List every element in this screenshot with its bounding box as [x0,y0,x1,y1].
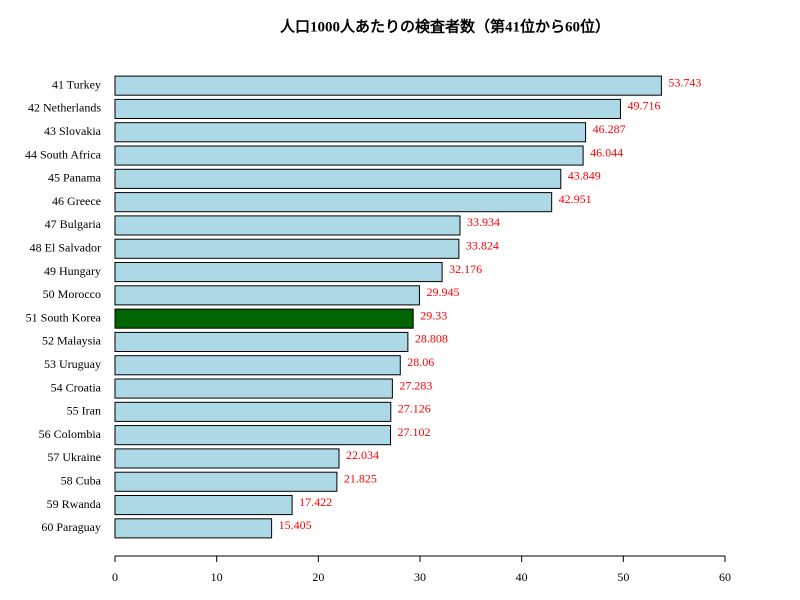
value-label: 33.824 [466,239,499,253]
bar [114,425,392,446]
bar [114,518,273,539]
y-tick-label: 57 Ukraine [47,450,101,464]
value-label: 27.283 [399,378,432,392]
y-tick-label: 42 Netherlands [28,101,101,115]
value-label: 28.06 [407,355,434,369]
chart-title: 人口1000人あたりの検査者数（第41位から60位） [280,17,610,35]
y-tick-label: 51 South Korea [26,310,102,324]
bar [114,401,392,422]
y-tick-label: 44 South Africa [25,147,102,161]
value-label: 27.102 [398,425,431,439]
bar [114,261,443,283]
x-tick-label: 50 [617,570,629,584]
bar [114,122,587,143]
x-tick-label: 30 [414,570,426,584]
value-label: 27.126 [398,402,431,416]
bar [114,75,662,96]
y-tick-label: 52 Malaysia [42,334,102,348]
x-tick-label: 60 [719,570,731,584]
y-tick-label: 48 El Salvador [30,241,101,255]
bar [114,448,340,469]
y-tick-label: 47 Bulgaria [45,217,102,231]
y-tick-label: 60 Paraguay [41,520,101,534]
value-label: 42.951 [559,192,592,206]
bar [114,331,409,353]
value-label: 46.287 [593,122,626,136]
value-label: 43.849 [568,169,601,183]
y-tick-label: 43 Slovakia [44,124,102,138]
y-tick-label: 50 Morocco [43,287,101,301]
bar [114,215,461,236]
y-tick-label: 53 Uruguay [44,357,101,371]
y-tick-label: 58 Cuba [61,474,102,488]
bar [114,238,460,259]
y-tick-label: 55 Iran [67,404,101,418]
bar [114,494,293,516]
value-label: 29.945 [426,285,459,299]
y-tick-label: 46 Greece [52,194,101,208]
bar [114,308,414,329]
bar [114,192,553,213]
bar [114,378,393,399]
bar [114,355,401,376]
y-tick-label: 54 Croatia [51,380,102,394]
bar [114,145,584,166]
bar [114,471,338,492]
x-tick-label: 20 [312,570,324,584]
y-tick-label: 49 Hungary [44,264,101,278]
value-label: 21.825 [344,472,377,486]
value-label: 49.716 [627,99,660,113]
y-tick-label: 59 Rwanda [47,497,102,511]
bar [114,285,420,306]
bar [114,98,621,120]
value-label: 32.176 [449,262,482,276]
y-tick-label: 41 Turkey [52,77,101,91]
x-tick-label: 0 [112,570,118,584]
value-label: 29.33 [420,308,447,322]
value-label: 22.034 [346,448,379,462]
y-tick-label: 45 Panama [48,171,102,185]
value-label: 15.405 [279,518,312,532]
value-label: 46.044 [590,145,623,159]
value-label: 33.934 [467,215,500,229]
y-tick-label: 56 Colombia [39,427,102,441]
bar [114,168,562,189]
x-tick-label: 40 [516,570,528,584]
value-label: 17.422 [299,495,332,509]
x-tick-label: 10 [211,570,223,584]
value-label: 53.743 [668,75,701,89]
value-label: 28.808 [415,332,448,346]
